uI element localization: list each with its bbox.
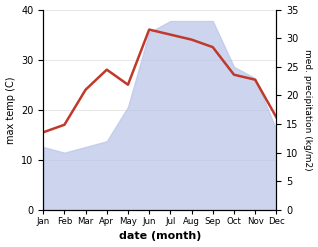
Y-axis label: max temp (C): max temp (C)	[5, 76, 16, 144]
X-axis label: date (month): date (month)	[119, 231, 201, 242]
Y-axis label: med. precipitation (kg/m2): med. precipitation (kg/m2)	[303, 49, 313, 171]
